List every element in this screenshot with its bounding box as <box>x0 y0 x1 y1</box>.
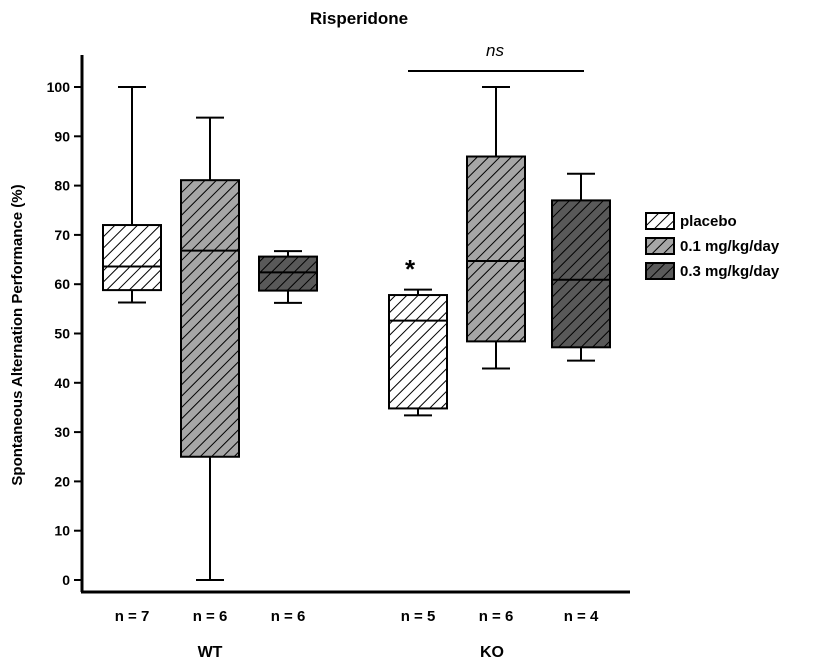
chart-title: Risperidone <box>310 9 408 28</box>
n-labels: n = 7 n = 6 n = 6 n = 5 n = 6 n = 4 <box>115 608 599 625</box>
y-tick-label: 90 <box>54 128 70 144</box>
group-label-ko: KO <box>480 644 504 661</box>
y-tick-label: 20 <box>54 473 70 489</box>
box-wt-0.1-mg-kg-day <box>180 116 240 581</box>
y-tick-label: 0 <box>62 572 70 588</box>
significance-asterisk: * <box>405 254 416 284</box>
box-iqr <box>180 179 240 458</box>
y-tick-label: 60 <box>54 276 70 292</box>
box-iqr <box>466 155 526 343</box>
y-tick-label: 80 <box>54 178 70 194</box>
y-axis-label: Spontaneous Alternation Performance (%) <box>9 184 26 485</box>
box-iqr <box>258 255 318 292</box>
box-iqr <box>102 224 162 292</box>
box-ko-0.1-mg-kg-day <box>466 86 526 370</box>
box-wt-0.3-mg-kg-day <box>258 250 318 304</box>
legend-label-placebo: placebo <box>680 213 737 230</box>
legend-swatch-0.1 <box>645 237 675 255</box>
y-tick-label: 30 <box>54 424 70 440</box>
n-label: n = 5 <box>401 608 436 625</box>
n-label: n = 6 <box>479 608 514 625</box>
box-ko-0.3-mg-kg-day <box>551 172 611 362</box>
legend-label-0.1: 0.1 mg/kg/day <box>680 238 780 255</box>
legend-swatch-placebo <box>645 212 675 230</box>
y-tick-label: 50 <box>54 326 70 342</box>
ns-label: ns <box>486 41 504 60</box>
legend: placebo 0.1 mg/kg/day 0.3 mg/kg/day <box>645 212 780 280</box>
legend-swatch-0.3 <box>645 262 675 280</box>
group-label-wt: WT <box>198 644 223 661</box>
box-iqr <box>551 199 611 349</box>
y-tick-label: 100 <box>47 79 71 95</box>
y-tick-label: 10 <box>54 523 70 539</box>
boxes <box>102 86 611 581</box>
box-ko-placebo <box>388 288 448 417</box>
legend-label-0.3: 0.3 mg/kg/day <box>680 263 780 280</box>
y-tick-label: 40 <box>54 375 70 391</box>
n-label: n = 6 <box>193 608 228 625</box>
n-label: n = 6 <box>271 608 306 625</box>
box-iqr <box>388 294 448 410</box>
y-ticks: 0 10 20 30 40 50 60 70 80 90 100 <box>47 79 82 588</box>
box-wt-placebo <box>102 86 162 304</box>
n-label: n = 7 <box>115 608 150 625</box>
n-label: n = 4 <box>564 608 599 625</box>
y-tick-label: 70 <box>54 227 70 243</box>
